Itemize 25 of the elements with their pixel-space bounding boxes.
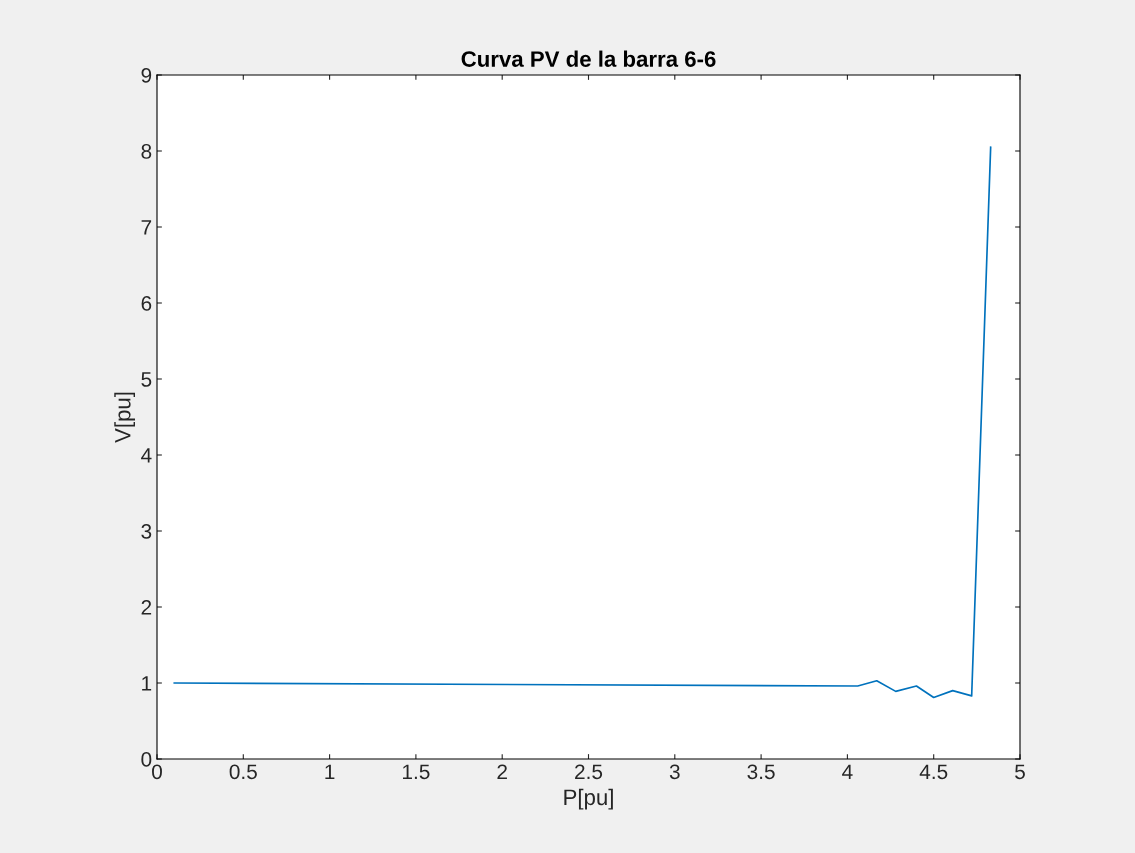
x-tick-label: 5 xyxy=(1015,764,1025,780)
y-tick-label: 1 xyxy=(142,676,152,691)
x-axis-title: P[pu] xyxy=(564,788,613,810)
x-tick-label: 2.5 xyxy=(575,764,603,780)
x-tick-label: 1.5 xyxy=(403,764,430,780)
x-tick-label: 0.5 xyxy=(229,764,257,780)
x-tick-label: 3 xyxy=(669,764,680,780)
y-tick-label: 8 xyxy=(141,144,152,159)
y-tick-label: 2 xyxy=(141,600,152,615)
y-tick-label: 0 xyxy=(141,752,152,767)
line-series xyxy=(173,146,992,699)
y-tick-label: 9 xyxy=(141,68,152,83)
x-tick-label: 1 xyxy=(325,764,335,779)
x-tick-label: 2 xyxy=(497,764,507,779)
y-tick-label: 5 xyxy=(141,372,152,387)
x-tick-label: 4.5 xyxy=(919,764,948,780)
y-axis-title: V[pu] xyxy=(114,392,135,443)
y-tick-label: 7 xyxy=(141,220,152,235)
y-tick-label: 6 xyxy=(141,296,152,311)
x-tick-label: 3.5 xyxy=(747,764,775,780)
y-tick-label: 3 xyxy=(141,524,152,539)
x-tick-label: 4 xyxy=(842,764,853,779)
y-tick-label: 4 xyxy=(141,448,152,463)
chart-title: Curva PV de la barra 6-6 xyxy=(461,50,716,67)
x-tick-label: 0 xyxy=(152,764,162,780)
